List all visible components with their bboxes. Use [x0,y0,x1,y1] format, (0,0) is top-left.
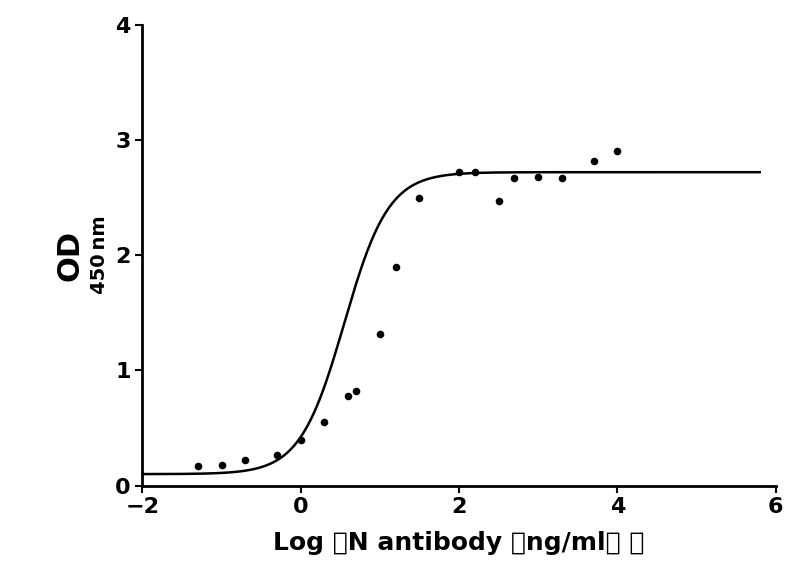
Point [350,387,362,396]
Point [532,172,545,181]
Point [390,262,402,271]
Point [270,450,283,459]
Point [611,147,624,156]
Point [215,460,228,470]
Point [469,168,482,177]
Text: OD: OD [55,229,84,281]
Point [318,418,331,427]
X-axis label: Log （N antibody （ng/ml） ）: Log （N antibody （ng/ml） ） [274,531,645,555]
Point [587,156,600,165]
Point [342,391,354,400]
Point [239,456,252,465]
Point [294,435,307,444]
Point [555,173,568,182]
Point [413,193,426,202]
Text: 450 nm: 450 nm [90,216,109,295]
Point [508,173,521,182]
Point [453,168,466,177]
Point [191,462,204,471]
Point [492,196,505,205]
Point [374,329,386,338]
